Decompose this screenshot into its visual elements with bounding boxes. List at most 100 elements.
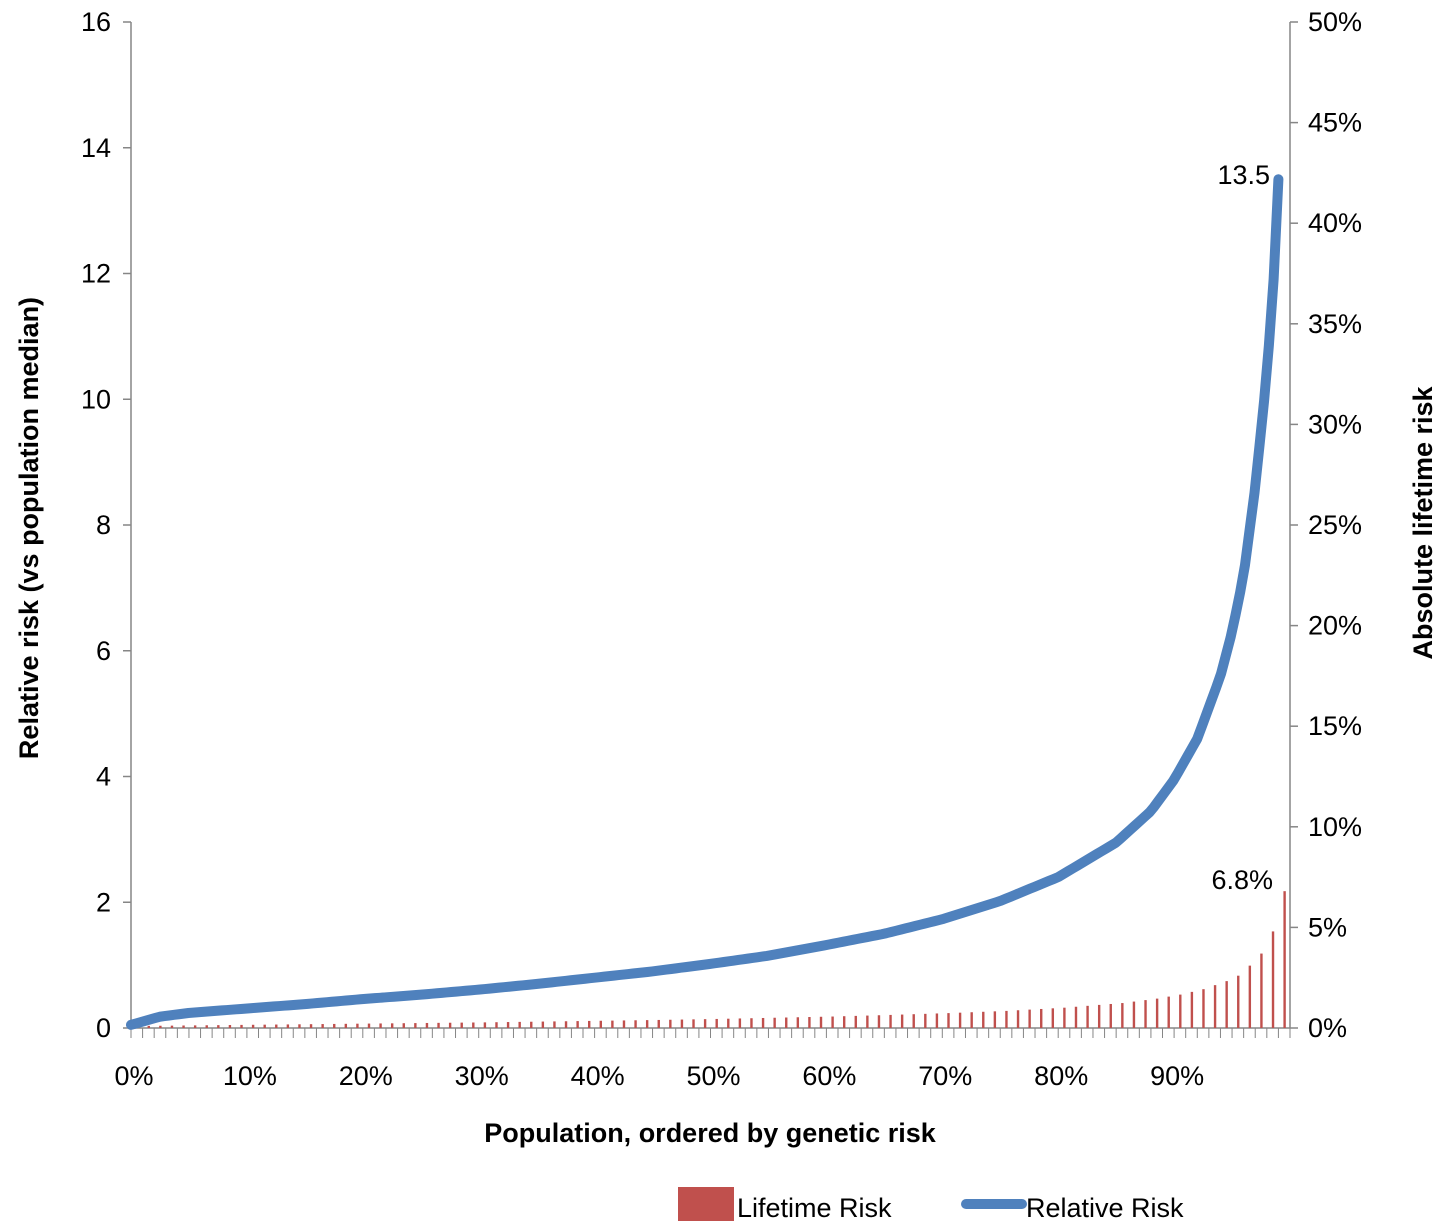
lifetime-risk-bar <box>402 1023 405 1028</box>
lifetime-risk-bar <box>877 1015 881 1028</box>
lifetime-risk-bar <box>1283 891 1286 1028</box>
lifetime-risk-bar <box>333 1023 336 1028</box>
y-left-tick-label: 16 <box>81 7 111 37</box>
lifetime-risk-bar <box>506 1022 510 1028</box>
lifetime-risk-bar <box>170 1025 174 1028</box>
lifetime-risk-bar <box>275 1024 278 1028</box>
lifetime-risk-bar <box>1155 998 1159 1028</box>
lifetime-risk-bar <box>1005 1010 1008 1028</box>
lifetime-risk-bar <box>1179 994 1182 1028</box>
lifetime-risk-bar <box>738 1018 742 1028</box>
lifetime-risk-bar <box>1167 996 1170 1028</box>
x-tick-label: 40% <box>571 1061 625 1091</box>
x-tick-label: 30% <box>455 1061 509 1091</box>
lifetime-risk-bar <box>634 1020 637 1028</box>
lifetime-risk-bar <box>414 1023 417 1028</box>
lifetime-risk-bar <box>472 1022 475 1028</box>
lifetime-risk-bar <box>390 1023 394 1028</box>
lifetime-risk-bar <box>588 1020 591 1028</box>
lifetime-risk-bar <box>669 1019 672 1028</box>
lifetime-risk-bar <box>425 1022 429 1028</box>
lifetime-risk-bar <box>460 1022 463 1028</box>
lifetime-risk-bar <box>889 1014 892 1028</box>
bar-max-annotation: 6.8% <box>1211 865 1273 895</box>
lifetime-risk-bar <box>1237 975 1240 1028</box>
y-right-tick-label: 25% <box>1308 510 1362 540</box>
y-left-tick-label: 2 <box>96 887 111 917</box>
lifetime-risk-bar <box>344 1023 348 1028</box>
lifetime-risk-bar <box>1132 1001 1136 1028</box>
y-left-tick-label: 12 <box>81 259 111 289</box>
y-right-tick-label: 10% <box>1308 812 1362 842</box>
lifetime-risk-bar <box>1202 989 1205 1028</box>
lifetime-risk-bar <box>159 1025 162 1028</box>
y-right-tick-label: 45% <box>1308 108 1362 138</box>
lifetime-risk-bar <box>495 1022 498 1028</box>
tick-labels: 0 2 4 6 8 10 12 14 16 0% 5% 10% 15% 20% 25% 30% 35% 40% 45… <box>81 7 1362 1091</box>
x-tick-label: 80% <box>1034 1061 1088 1091</box>
y-left-tick-label: 10 <box>81 384 111 414</box>
line-series <box>126 174 1284 1030</box>
lifetime-risk-bar <box>217 1025 220 1028</box>
lifetime-risk-bar <box>1028 1009 1031 1028</box>
lifetime-risk-bar <box>1063 1007 1066 1028</box>
lifetime-risk-bar <box>553 1021 556 1028</box>
lifetime-risk-bar <box>645 1020 649 1028</box>
lifetime-risk-bar <box>240 1024 243 1028</box>
lifetime-risk-bar <box>808 1017 811 1028</box>
x-tick-label: 70% <box>918 1061 972 1091</box>
lifetime-risk-bar <box>1074 1006 1078 1028</box>
y-right-tick-label: 5% <box>1308 912 1347 942</box>
lifetime-risk-bar <box>773 1017 776 1028</box>
lifetime-risk-bar <box>622 1020 626 1028</box>
relative-risk-line <box>126 174 1284 1030</box>
y-left-tick-label: 8 <box>96 510 111 540</box>
lifetime-risk-bar <box>831 1016 834 1028</box>
lifetime-risk-bar <box>924 1013 927 1028</box>
legend: Lifetime Risk Relative Risk <box>678 1187 1184 1221</box>
lifetime-risk-bar <box>286 1024 290 1028</box>
lifetime-risk-bar <box>1248 965 1252 1028</box>
y-right-tick-label: 40% <box>1308 208 1362 238</box>
lifetime-risk-bar <box>866 1015 869 1028</box>
lifetime-risk-bar <box>680 1019 684 1028</box>
lifetime-risk-bar <box>1097 1004 1101 1028</box>
lifetime-risk-bar <box>321 1024 324 1028</box>
axes <box>123 21 1298 1038</box>
lifetime-risk-bar <box>785 1017 788 1028</box>
lifetime-risk-bar <box>947 1013 950 1028</box>
x-axis-title: Population, ordered by genetic risk <box>484 1118 937 1148</box>
lifetime-risk-bar <box>1190 991 1194 1028</box>
lifetime-risk-bar <box>727 1018 730 1028</box>
lifetime-risk-bar <box>796 1017 800 1028</box>
lifetime-risk-bar <box>1260 953 1263 1028</box>
lifetime-risk-bar <box>657 1019 660 1028</box>
lifetime-risk-bar <box>703 1019 707 1028</box>
lifetime-risk-bar <box>309 1024 313 1028</box>
lifetime-risk-bar <box>912 1014 915 1028</box>
y-right-tick-label: 15% <box>1308 711 1362 741</box>
lifetime-risk-bar <box>599 1020 602 1028</box>
lifetime-risk-bar <box>761 1017 765 1028</box>
lifetime-risk-bar <box>228 1025 232 1028</box>
y-right-tick-label: 35% <box>1308 309 1362 339</box>
lifetime-risk-bar <box>900 1014 904 1028</box>
y-axis-right-title: Absolute lifetime risk <box>1408 385 1438 659</box>
legend-label-lifetime-risk: Lifetime Risk <box>737 1193 892 1221</box>
y-left-tick-label: 14 <box>81 133 111 163</box>
lifetime-risk-bar <box>854 1015 857 1028</box>
x-tick-label: 0% <box>114 1061 153 1091</box>
lifetime-risk-bar <box>437 1022 440 1028</box>
legend-label-relative-risk: Relative Risk <box>1026 1193 1184 1221</box>
x-tick-label: 60% <box>802 1061 856 1091</box>
lifetime-risk-bar <box>251 1024 255 1028</box>
lifetime-risk-bar <box>1144 1000 1147 1028</box>
lifetime-risk-bar <box>483 1022 487 1028</box>
y-right-tick-label: 50% <box>1308 7 1362 37</box>
lifetime-risk-bar <box>1086 1005 1089 1028</box>
lifetime-risk-bar <box>530 1021 533 1028</box>
lifetime-risk-bar <box>1040 1008 1043 1028</box>
lifetime-risk-bar <box>518 1021 521 1028</box>
y-left-tick-label: 6 <box>96 636 111 666</box>
